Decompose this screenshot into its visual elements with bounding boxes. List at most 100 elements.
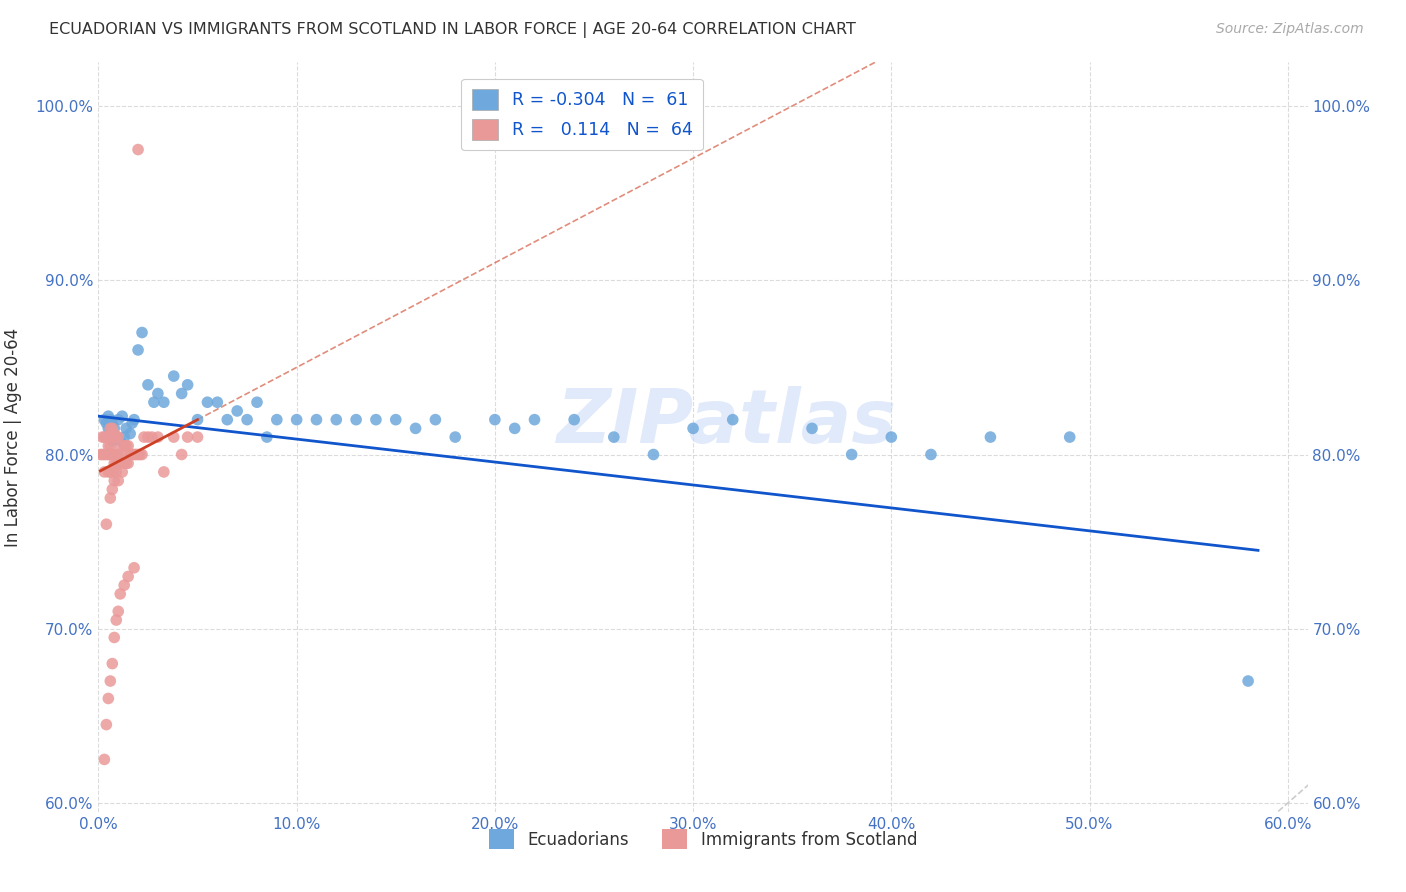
Point (562, 412, 585, 426)
Point (364, 412, 387, 426)
Point (117, 439, 139, 453)
Point (89, 448, 111, 462)
Point (97, 430, 120, 444)
Point (103, 474, 125, 488)
Point (484, 412, 506, 426)
Point (93, 752, 115, 766)
Legend: Ecuadorians, Immigrants from Scotland: Ecuadorians, Immigrants from Scotland (482, 822, 924, 855)
Point (117, 569, 139, 583)
Point (217, 412, 239, 426)
Point (305, 412, 328, 426)
Point (127, 143, 149, 157)
Point (98, 426, 121, 441)
Point (115, 421, 138, 435)
Point (246, 395, 269, 409)
Point (425, 412, 447, 426)
Point (93, 430, 115, 444)
Point (841, 448, 863, 462)
Point (170, 448, 193, 462)
Point (105, 430, 128, 444)
Point (96, 717, 118, 731)
Point (384, 412, 406, 426)
Point (256, 430, 278, 444)
Point (107, 474, 129, 488)
Point (186, 430, 208, 444)
Point (115, 456, 138, 470)
Point (1059, 430, 1081, 444)
Point (101, 434, 124, 448)
Point (880, 430, 903, 444)
Point (91, 448, 114, 462)
Point (98, 673, 121, 688)
Point (122, 448, 145, 462)
Point (96, 517, 118, 532)
Point (98, 448, 121, 462)
Point (111, 409, 134, 424)
Point (131, 326, 153, 340)
Point (93, 412, 115, 426)
Point (98, 412, 121, 426)
Point (105, 613, 128, 627)
Point (91, 430, 114, 444)
Point (105, 465, 128, 479)
Point (103, 456, 125, 470)
Point (325, 412, 347, 426)
Point (117, 456, 139, 470)
Point (1237, 673, 1260, 688)
Point (93, 465, 115, 479)
Point (920, 448, 942, 462)
Point (163, 430, 186, 444)
Point (97, 465, 120, 479)
Point (98, 491, 121, 505)
Point (142, 395, 165, 409)
Point (136, 430, 159, 444)
Point (122, 412, 145, 426)
Point (105, 430, 128, 444)
Point (163, 369, 186, 384)
Point (101, 465, 124, 479)
Point (107, 448, 129, 462)
Point (120, 426, 142, 441)
Point (98, 465, 121, 479)
Point (101, 448, 124, 462)
Point (682, 421, 704, 435)
Point (146, 430, 169, 444)
Point (129, 448, 152, 462)
Point (236, 412, 259, 426)
Point (101, 430, 124, 444)
Point (103, 631, 125, 645)
Point (103, 448, 125, 462)
Point (103, 430, 125, 444)
Point (226, 404, 249, 418)
Point (103, 421, 125, 435)
Point (112, 456, 135, 470)
Point (101, 421, 124, 435)
Point (176, 377, 198, 392)
Point (107, 430, 129, 444)
Point (107, 412, 129, 426)
Point (111, 465, 134, 479)
Point (96, 448, 118, 462)
Point (101, 416, 124, 430)
Point (107, 604, 129, 618)
Point (93, 448, 115, 462)
Point (122, 561, 145, 575)
Point (97, 409, 120, 424)
Point (444, 430, 467, 444)
Point (101, 657, 124, 671)
Point (603, 430, 626, 444)
Point (523, 412, 546, 426)
Point (110, 587, 132, 601)
Point (112, 439, 135, 453)
Point (153, 465, 176, 479)
Point (110, 434, 132, 448)
Point (111, 448, 134, 462)
Point (120, 448, 142, 462)
Point (132, 430, 155, 444)
Point (127, 448, 149, 462)
Point (344, 412, 367, 426)
Point (121, 416, 143, 430)
Point (153, 395, 176, 409)
Point (186, 412, 208, 426)
Point (96, 416, 118, 430)
